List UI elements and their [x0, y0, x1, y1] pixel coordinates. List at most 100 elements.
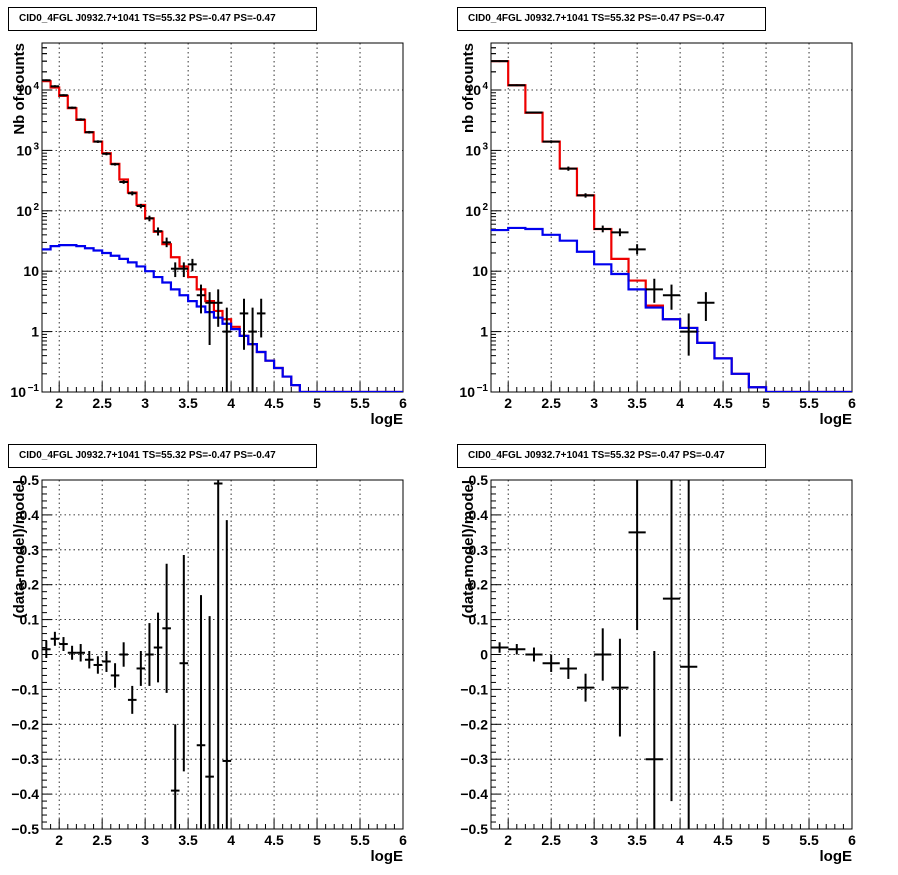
data-point — [697, 292, 715, 321]
histogram-series-1 — [491, 60, 852, 392]
x-tick-label: 3 — [590, 832, 598, 848]
x-ticks — [41, 382, 404, 392]
data-point — [93, 140, 103, 143]
data-points — [491, 60, 715, 356]
data-points — [42, 79, 266, 392]
data-point — [76, 644, 85, 662]
x-tick-label: 4 — [227, 832, 235, 848]
x-axis-label: logE — [820, 848, 853, 865]
y-tick-label-exponent: 2 — [482, 202, 488, 213]
x-tick-label: 4 — [676, 832, 684, 848]
y-tick-label: 0.3 — [469, 542, 489, 558]
x-tick-label: 3.5 — [178, 832, 198, 848]
x-tick-label: 3 — [141, 832, 149, 848]
data-point — [196, 595, 206, 829]
data-points — [491, 480, 698, 829]
data-point — [576, 673, 595, 702]
data-point — [491, 60, 509, 63]
data-point — [170, 724, 180, 829]
grid — [42, 43, 403, 392]
x-tick-label: 5 — [313, 395, 321, 411]
x-tick-label: 4.5 — [713, 832, 733, 848]
y-tick-label: 10 — [465, 142, 481, 158]
y-tick-label: 10 — [10, 384, 26, 400]
grid — [491, 43, 852, 392]
y-tick-label-exponent: −1 — [28, 383, 40, 394]
y-tick-label: −0.5 — [460, 821, 488, 837]
x-tick-label: 5 — [762, 395, 770, 411]
data-point — [153, 227, 163, 236]
data-point — [170, 262, 180, 278]
x-tick-label: 2 — [55, 832, 63, 848]
plot-title-bottom-left: CID0_4FGL J0932.7+1041 TS=55.32 PS=-0.47… — [8, 444, 317, 468]
y-tick-label: 0.4 — [20, 507, 40, 523]
y-tick-label: 1 — [480, 324, 488, 340]
data-point — [611, 228, 629, 237]
data-point — [42, 79, 51, 82]
data-point — [84, 651, 94, 669]
histogram-series-1 — [42, 80, 403, 392]
y-axis-label: (data-model)/model — [11, 480, 28, 618]
data-point — [594, 628, 612, 681]
plot-title-bottom-right: CID0_4FGL J0932.7+1041 TS=55.32 PS=-0.47… — [457, 444, 766, 468]
y-tick-label: −0.5 — [11, 821, 39, 837]
x-tick-label: 6 — [399, 832, 407, 848]
y-ticks — [42, 479, 52, 830]
y-tick-label-exponent: −1 — [477, 383, 489, 394]
data-point — [93, 656, 103, 674]
data-point — [127, 191, 137, 196]
x-tick-label: 4 — [227, 395, 235, 411]
data-point — [628, 244, 646, 255]
plot-frame — [490, 42, 853, 393]
y-tick-label: 10 — [23, 263, 39, 279]
y-tick-label: −0.2 — [460, 716, 488, 732]
y-tick-label: 10 — [16, 142, 32, 158]
x-tick-label: 2.5 — [541, 832, 561, 848]
x-tick-label: 5 — [313, 832, 321, 848]
y-tick-label-exponent: 2 — [33, 202, 39, 213]
x-axis-label: logE — [371, 848, 404, 865]
data-point — [42, 640, 51, 658]
y-tick-label: −0.4 — [460, 786, 488, 802]
data-point — [559, 657, 577, 679]
y-tick-label: 1 — [31, 324, 39, 340]
data-point — [542, 654, 560, 672]
x-tick-label: 5.5 — [799, 832, 819, 848]
data-point — [239, 298, 249, 350]
y-ticks — [491, 42, 501, 393]
x-tick-label: 5.5 — [350, 832, 370, 848]
y-tick-label: 0.5 — [20, 472, 40, 488]
y-tick-label: 10 — [465, 203, 481, 219]
y-tick-label: 0.1 — [20, 612, 40, 628]
data-point — [188, 258, 197, 272]
x-tick-label: 4.5 — [264, 832, 284, 848]
data-point — [491, 642, 509, 653]
data-point — [525, 647, 543, 662]
data-point — [222, 520, 232, 829]
data-point — [542, 140, 560, 143]
y-tick-label: 0.1 — [469, 612, 489, 628]
data-point — [179, 555, 189, 772]
grid — [42, 480, 403, 829]
y-tick-label: 0.5 — [469, 472, 489, 488]
x-tick-label: 4 — [676, 395, 684, 411]
data-point — [59, 637, 68, 652]
y-axis-label: Nb of counts — [11, 43, 28, 135]
data-point — [110, 162, 120, 166]
y-tick-label: −0.3 — [11, 751, 39, 767]
x-tick-label: 2.5 — [541, 395, 561, 411]
y-tick-label: 0.2 — [20, 577, 40, 593]
data-point — [67, 106, 77, 109]
x-tick-label: 2 — [55, 395, 63, 411]
data-point — [153, 612, 163, 683]
data-point — [680, 313, 698, 356]
data-point — [127, 685, 137, 714]
data-point — [256, 298, 266, 338]
x-axis-label: logE — [820, 411, 853, 428]
data-point — [594, 225, 612, 233]
histogram-series-2 — [491, 226, 852, 392]
x-tick-label: 4.5 — [264, 395, 284, 411]
x-tick-label: 2 — [504, 832, 512, 848]
data-point — [628, 480, 646, 631]
x-tick-label: 3.5 — [627, 832, 647, 848]
